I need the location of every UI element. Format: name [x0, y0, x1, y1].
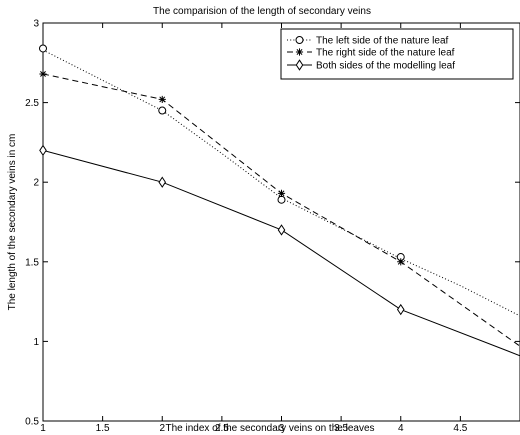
x-tick-label: 4.5 — [453, 423, 467, 434]
data-point — [396, 303, 405, 316]
series-layer — [39, 44, 520, 357]
legend-entry: The right side of the nature leaf — [287, 48, 455, 59]
x-tick-label: 4 — [398, 423, 404, 434]
data-point — [397, 258, 405, 266]
x-axis: 1 1.5 2 2.5 3 3.5 4 4.5 — [40, 23, 468, 434]
x-tick-label: 2 — [159, 423, 165, 434]
y-axis: 0.5 1 1.5 2 2.5 3 — [25, 19, 520, 428]
x-tick-label: 1.5 — [96, 423, 110, 434]
legend-label: Both sides of the modelling leaf — [316, 61, 455, 72]
legend-box — [280, 28, 514, 80]
series-1 — [39, 44, 520, 317]
x-tick-label: 3 — [279, 423, 285, 434]
legend-label: The right side of the nature leaf — [316, 48, 455, 59]
data-point — [277, 224, 286, 236]
series-2 — [39, 70, 520, 347]
x-tick-label: 2.5 — [215, 423, 229, 434]
series-3 — [39, 144, 520, 357]
y-tick-label: 2 — [33, 178, 39, 189]
x-tick-label: 3.5 — [334, 423, 348, 434]
data-point — [39, 70, 47, 78]
y-tick-label: 0.5 — [25, 417, 39, 428]
y-axis-label: The length of the secondary veins in cm — [7, 134, 18, 311]
legend-entry: The left side of the nature leaf — [287, 36, 449, 47]
legend-label: The left side of the nature leaf — [316, 36, 449, 47]
y-tick-label: 2.5 — [25, 98, 39, 109]
data-point — [158, 176, 167, 188]
legend-marker — [295, 59, 304, 71]
y-tick-label: 3 — [33, 19, 39, 30]
y-tick-label: 1.5 — [25, 257, 39, 268]
x-tick-label: 1 — [40, 423, 46, 434]
data-point — [277, 195, 286, 204]
x-axis-label: The index of the secondary veins on the … — [165, 423, 374, 434]
data-point — [39, 44, 47, 53]
data-point — [277, 189, 286, 197]
legend-marker — [295, 48, 304, 56]
data-point — [39, 144, 47, 157]
chart-title: The comparision of the length of seconda… — [153, 6, 371, 17]
data-point — [158, 106, 167, 115]
legend-marker — [295, 36, 304, 44]
legend-entry: Both sides of the modelling leaf — [287, 59, 455, 72]
data-point — [158, 95, 166, 104]
y-tick-label: 1 — [33, 337, 39, 348]
